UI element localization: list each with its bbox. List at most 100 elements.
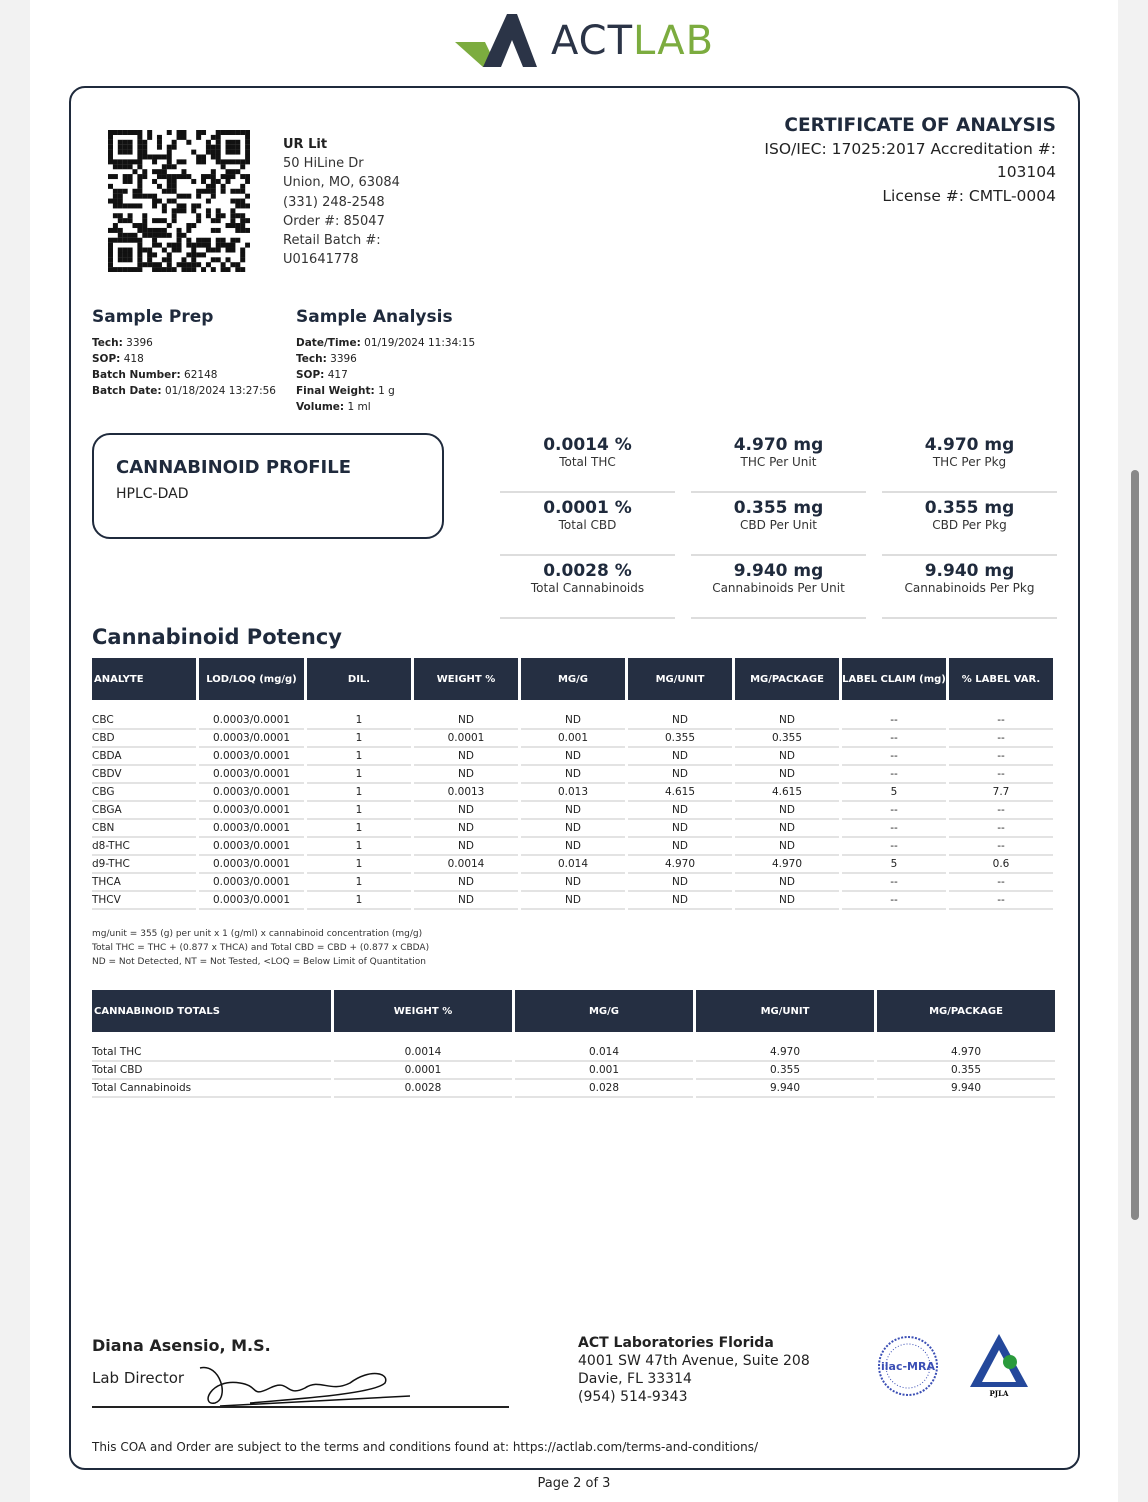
field-label: Tech: <box>92 337 123 349</box>
summary-label: Total Cannabinoids <box>530 581 645 595</box>
column-header: MG/UNIT <box>628 658 732 700</box>
table-cell: 0.0003/0.0001 <box>199 802 304 820</box>
table-cell: 0.0003/0.0001 <box>199 748 304 766</box>
analysis-field: SOP: 417 <box>296 367 475 383</box>
field-value: 1 g <box>374 385 395 397</box>
summary-value: 0.355 mg <box>924 498 1015 518</box>
summary-value: 0.0028 % <box>543 561 632 581</box>
table-cell: ND <box>628 802 732 820</box>
column-header: MG/PACKAGE <box>735 658 839 700</box>
field-value: 01/19/2024 11:34:15 <box>360 337 476 349</box>
table-cell: 0.355 <box>877 1062 1055 1080</box>
field-label: Final Weight: <box>296 385 375 397</box>
client-phone: (331) 248-2548 <box>283 194 385 210</box>
table-cell: ND <box>414 712 518 730</box>
table-cell: ND <box>521 802 625 820</box>
table-row: THCA 0.0003/0.0001 1 ND ND ND ND -- -- <box>92 874 1053 892</box>
actlab-logo: ACTLAB <box>455 12 714 70</box>
column-header: DIL. <box>307 658 411 700</box>
field-label: Tech: <box>296 353 327 365</box>
summary-label: Total CBD <box>558 518 617 532</box>
field-value: 418 <box>120 353 144 365</box>
signatory-role: Lab Director <box>92 1369 185 1387</box>
signatory-name: Diana Asensio, M.S. <box>92 1336 271 1355</box>
field-label: SOP: <box>92 353 121 365</box>
table-cell: 9.940 <box>877 1080 1055 1098</box>
analysis-field: Volume: 1 ml <box>296 399 475 415</box>
table-cell: THCA <box>92 874 196 892</box>
signature-image <box>199 1366 411 1407</box>
table-cell: ND <box>521 838 625 856</box>
coa-title: CERTIFICATE OF ANALYSIS <box>784 115 1056 136</box>
table-cell: -- <box>842 712 946 730</box>
table-cell: 0.355 <box>628 730 732 748</box>
summary-value: 9.940 mg <box>733 561 824 581</box>
terms-link[interactable]: https://actlab.com/terms-and-conditions/ <box>512 1440 759 1454</box>
scrollbar[interactable] <box>1131 470 1139 1220</box>
table-cell: 4.615 <box>735 784 839 802</box>
table-cell: 1 <box>307 892 411 910</box>
field-value: 1 ml <box>344 401 371 413</box>
summary-cell: 0.355 mg CBD Per Unit <box>691 493 866 556</box>
table-cell: 0.013 <box>521 784 625 802</box>
lab-address: ACT Laboratories Florida 4001 SW 47th Av… <box>578 1334 810 1406</box>
table-cell: THCV <box>92 892 196 910</box>
table-row: d8-THC 0.0003/0.0001 1 ND ND ND ND -- -- <box>92 838 1053 856</box>
analysis-field: Final Weight: 1 g <box>296 383 475 399</box>
table-cell: 0.028 <box>515 1080 693 1098</box>
table-cell: ND <box>521 820 625 838</box>
client-info: UR Lit 50 HiLine Dr Union, MO, 63084 (33… <box>283 135 400 269</box>
table-cell: CBDV <box>92 766 196 784</box>
table-cell: -- <box>949 820 1053 838</box>
table-cell: CBG <box>92 784 196 802</box>
summary-value: 0.355 mg <box>733 498 824 518</box>
analysis-field: Date/Time: 01/19/2024 11:34:15 <box>296 335 475 351</box>
totals-table: CANNABINOID TOTALS WEIGHT % MG/G MG/UNIT MG/… <box>89 990 1058 1098</box>
table-cell: 1 <box>307 748 411 766</box>
table-cell: ND <box>414 874 518 892</box>
table-cell: 4.970 <box>696 1044 874 1062</box>
table-cell: ND <box>735 766 839 784</box>
table-cell: ND <box>735 874 839 892</box>
logo-text-act: ACT <box>551 18 634 64</box>
column-header: MG/PACKAGE <box>877 990 1055 1032</box>
svg-text:PJLA: PJLA <box>990 1389 1009 1398</box>
sample-analysis-title: Sample Analysis <box>296 307 453 327</box>
logo-text-lab: LAB <box>633 18 715 64</box>
client-name: UR Lit <box>283 137 328 152</box>
summary-label: CBD Per Unit <box>739 518 818 532</box>
accreditation: ISO/IEC: 17025:2017 Accreditation #: <box>764 139 1056 158</box>
qr-code[interactable] <box>108 130 250 272</box>
table-cell: CBC <box>92 712 196 730</box>
table-cell: ND <box>628 712 732 730</box>
table-cell: 5 <box>842 784 946 802</box>
table-row: CBC 0.0003/0.0001 1 ND ND ND ND -- -- <box>92 712 1053 730</box>
field-label: Volume: <box>296 401 345 413</box>
table-cell: 1 <box>307 820 411 838</box>
order-number: Order #: 85047 <box>283 213 385 229</box>
table-cell: -- <box>949 748 1053 766</box>
table-row: CBDV 0.0003/0.0001 1 ND ND ND ND -- -- <box>92 766 1053 784</box>
table-cell: -- <box>842 802 946 820</box>
table-row: CBG 0.0003/0.0001 1 0.0013 0.013 4.615 4.615 5 7… <box>92 784 1053 802</box>
table-cell: ND <box>414 838 518 856</box>
actlab-logo-icon <box>455 14 537 67</box>
column-header: MG/G <box>521 658 625 700</box>
summary-label: CBD Per Pkg <box>932 518 1007 532</box>
field-label: SOP: <box>296 369 325 381</box>
table-cell: 0.0003/0.0001 <box>199 874 304 892</box>
summary-value: 4.970 mg <box>733 435 824 455</box>
table-cell: 0.0003/0.0001 <box>199 838 304 856</box>
column-header: % LABEL VAR. <box>949 658 1053 700</box>
table-cell: 1 <box>307 856 411 874</box>
prep-field: Batch Date: 01/18/2024 13:27:56 <box>92 383 276 399</box>
table-cell: 0.0003/0.0001 <box>199 712 304 730</box>
table-cell: ND <box>628 766 732 784</box>
table-cell: 5 <box>842 856 946 874</box>
table-cell: 9.940 <box>696 1080 874 1098</box>
table-cell: 0.0014 <box>414 856 518 874</box>
table-cell: 4.970 <box>628 856 732 874</box>
table-cell: -- <box>949 802 1053 820</box>
table-cell: CBGA <box>92 802 196 820</box>
summary-cell: 4.970 mg THC Per Pkg <box>882 430 1057 493</box>
